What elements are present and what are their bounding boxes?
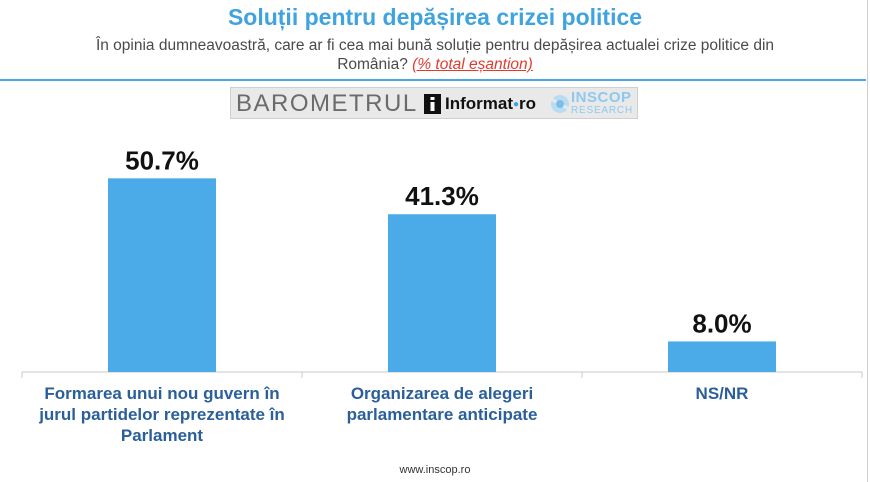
bar xyxy=(388,214,496,372)
category-label: NS/NR xyxy=(582,383,862,404)
category-label-line: Formarea unui nou guvern în xyxy=(44,384,280,403)
chart-subtitle: În opinia dumneavoastră, care ar fi cea … xyxy=(60,36,810,74)
frame-border xyxy=(867,0,868,482)
barometer-wordmark: BAROMETRUL xyxy=(236,90,418,117)
inscop-icon xyxy=(550,95,570,113)
informat-name: Informat xyxy=(445,94,513,113)
bar xyxy=(108,178,216,372)
inscop-name: INSCOP xyxy=(571,89,632,106)
informat-dot-icon: ● xyxy=(513,99,520,111)
inscop-research: RESEARCH xyxy=(571,105,633,116)
category-label-line: parlamentare anticipate xyxy=(346,405,538,424)
inscop-wordmark: INSCOP RESEARCH xyxy=(571,89,633,117)
category-label-line: Organizarea de alegeri xyxy=(350,384,534,403)
category-label-line: jurul partidelor reprezentate în xyxy=(39,405,285,424)
data-label: 8.0% xyxy=(692,308,751,338)
informat-icon xyxy=(424,94,441,114)
chart-title: Soluții pentru depășirea crizei politice xyxy=(227,4,643,30)
subtitle-question: În opinia dumneavoastră, care ar fi cea … xyxy=(95,37,775,73)
footer-url: www.inscop.ro xyxy=(399,464,471,476)
category-label: Formarea unui nou guvern în jurul partide… xyxy=(22,383,302,446)
category-label: Organizarea de alegeri parlamentare antic… xyxy=(302,383,582,425)
header-divider xyxy=(0,79,866,81)
informat-suffix: ro xyxy=(519,94,537,113)
subtitle-note: (% total eșantion) xyxy=(412,56,533,73)
category-label-line: NS/NR xyxy=(695,384,749,403)
barometer-logo-banner: BAROMETRUL Informat●ro INSCOP RESEARCH xyxy=(230,87,638,119)
bar xyxy=(668,341,776,372)
data-label: 41.3% xyxy=(405,181,479,211)
informat-wordmark: Informat●ro xyxy=(445,94,536,114)
bar-chart: 50.7% 41.3% 8.0% xyxy=(21,145,863,378)
category-label-line: Parlament xyxy=(120,426,204,445)
data-label: 50.7% xyxy=(125,145,199,175)
